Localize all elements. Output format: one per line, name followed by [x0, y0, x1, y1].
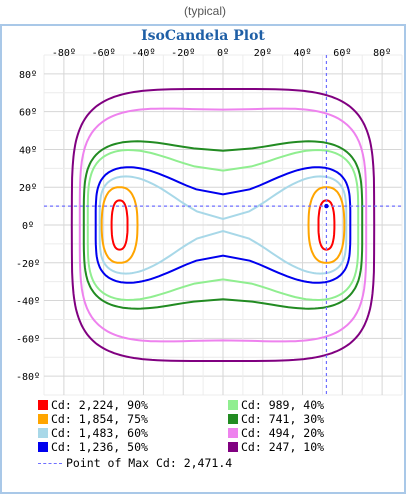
legend-swatch — [38, 442, 48, 452]
legend-swatch — [38, 414, 48, 424]
max-point-line-sample — [38, 463, 62, 464]
legend-label: Cd: 989, 40% — [241, 398, 325, 412]
contour-90-lobe-left — [110, 199, 129, 251]
contour-20 — [78, 107, 368, 343]
contour-60 — [98, 175, 348, 275]
legend-swatch — [228, 428, 238, 438]
legend-swatch — [228, 442, 238, 452]
contour-90-lobe-right — [317, 199, 336, 251]
legend-item-40: Cd: 989, 40% — [228, 398, 324, 412]
x-tick-label: -20º — [171, 48, 195, 59]
legend-label: Point of Max Cd: 2,471.4 — [66, 456, 233, 470]
legend-swatch — [228, 414, 238, 424]
y-tick-label: -60º — [16, 334, 40, 345]
y-tick-label: -40º — [16, 297, 40, 308]
y-tick-label: 0º — [22, 221, 34, 232]
legend-item-60: Cd: 1,483, 60% — [38, 426, 148, 440]
max-point-marker — [324, 203, 329, 209]
legend-item-20: Cd: 494, 20% — [228, 426, 324, 440]
x-tick-label: 60º — [333, 48, 351, 59]
y-tick-label: -80º — [16, 372, 40, 383]
legend-label: Cd: 1,483, 60% — [51, 426, 148, 440]
x-tick-label: 20º — [254, 48, 272, 59]
legend-item-75: Cd: 1,854, 75% — [38, 412, 148, 426]
legend-label: Cd: 741, 30% — [241, 412, 325, 426]
y-tick-label: 20º — [19, 183, 37, 194]
y-tick-label: 60º — [19, 108, 37, 119]
legend-swatch — [38, 428, 48, 438]
legend-item-max-point: Point of Max Cd: 2,471.4 — [38, 456, 232, 470]
x-tick-label: -60º — [92, 48, 116, 59]
chart-title: IsoCandela Plot — [141, 28, 265, 44]
legend-swatch — [228, 400, 238, 410]
legend-label: Cd: 1,236, 50% — [51, 440, 148, 454]
legend-item-10: Cd: 247, 10% — [228, 440, 324, 454]
y-tick-label: -20º — [16, 259, 40, 270]
y-tick-label: 40º — [19, 145, 37, 156]
legend-item-50: Cd: 1,236, 50% — [38, 440, 148, 454]
contour-50 — [94, 166, 352, 284]
x-tick-label: 80º — [373, 48, 391, 59]
legend-label: Cd: 2,224, 90% — [51, 398, 148, 412]
legend-item-90: Cd: 2,224, 90% — [38, 398, 148, 412]
x-tick-label: 0º — [217, 48, 229, 59]
legend-swatch — [38, 400, 48, 410]
x-tick-label: -40º — [131, 48, 155, 59]
contour-75-lobe-left — [100, 186, 139, 264]
legend-label: Cd: 247, 10% — [241, 440, 325, 454]
chart-caption: (typical) — [183, 4, 226, 18]
legend-label: Cd: 494, 20% — [241, 426, 325, 440]
x-tick-label: 40º — [294, 48, 312, 59]
contour-40 — [86, 148, 360, 302]
x-tick-label: -80º — [52, 48, 76, 59]
legend-item-30: Cd: 741, 30% — [228, 412, 324, 426]
contour-30 — [82, 140, 364, 310]
contour-10 — [70, 88, 376, 362]
y-tick-label: 80º — [19, 70, 37, 81]
contour-75-lobe-right — [307, 186, 346, 264]
legend-label: Cd: 1,854, 75% — [51, 412, 148, 426]
